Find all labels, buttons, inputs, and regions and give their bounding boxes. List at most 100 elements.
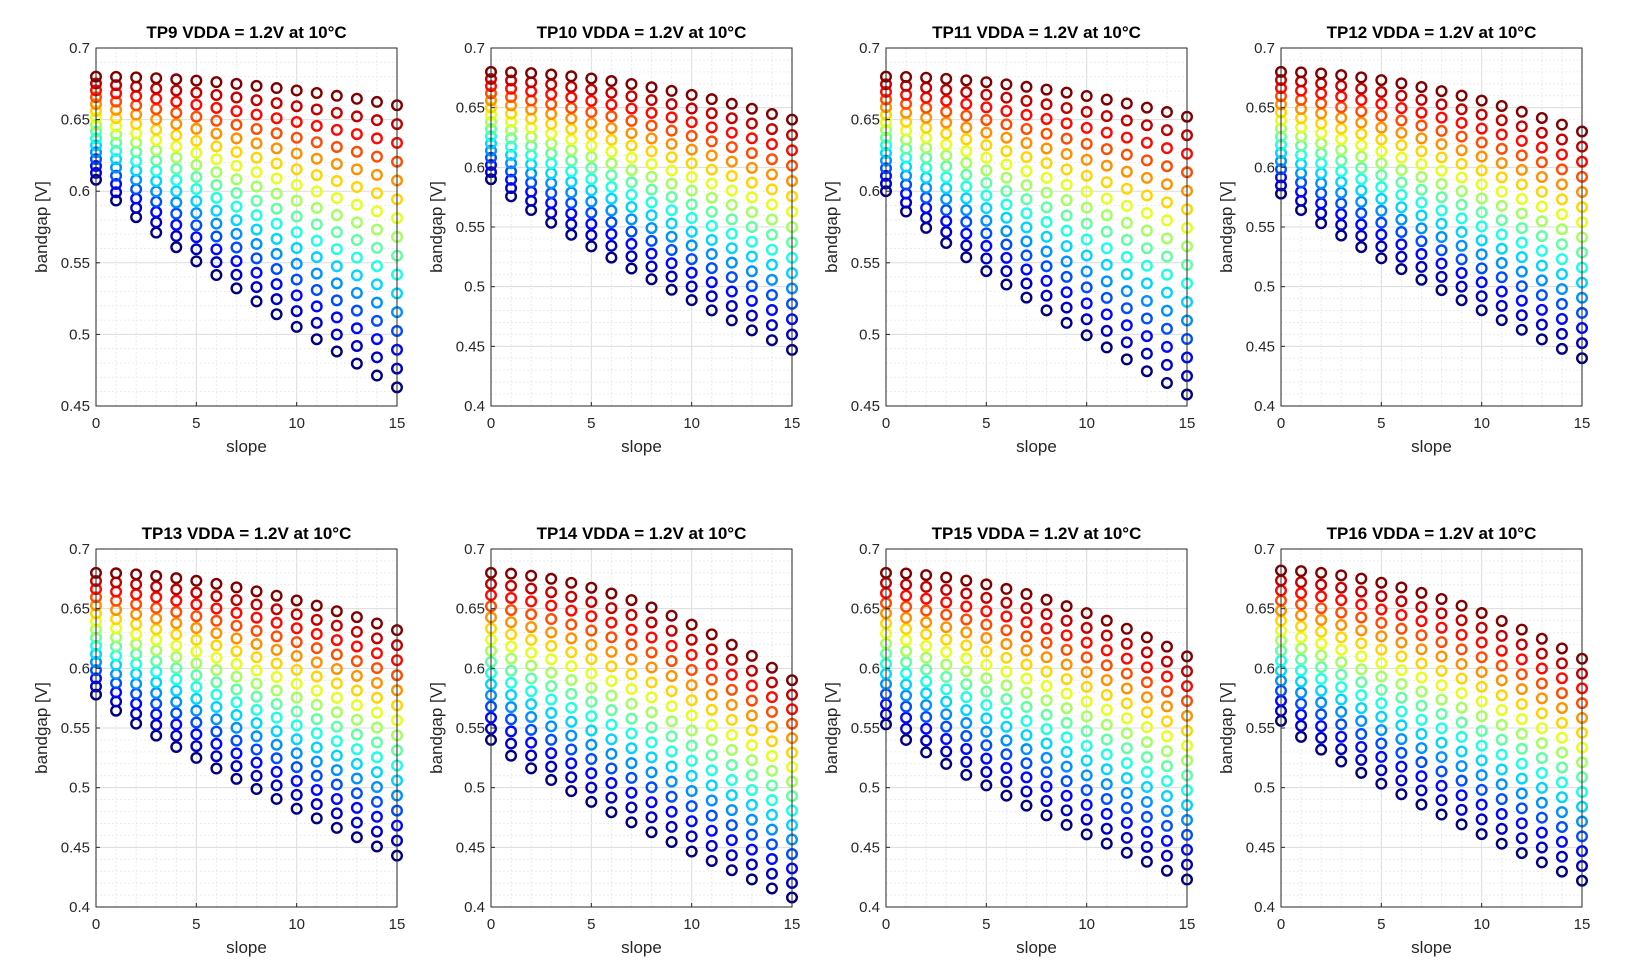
data-point <box>725 314 738 327</box>
data-point <box>1435 124 1448 137</box>
y-axis-label: bandgap [V] <box>32 682 51 774</box>
data-point <box>1335 705 1348 718</box>
data-point <box>705 749 718 762</box>
data-point <box>1535 318 1548 331</box>
y-tick-label: 0.5 <box>1254 279 1275 296</box>
data-point <box>1080 828 1093 841</box>
data-point <box>1080 233 1093 246</box>
data-point <box>1455 701 1468 714</box>
x-axis-label: slope <box>1411 938 1452 957</box>
data-point <box>1535 632 1548 645</box>
data-point <box>1000 265 1013 278</box>
y-tick-label: 0.5 <box>859 326 880 343</box>
data-point <box>1535 737 1548 750</box>
data-point <box>725 683 738 696</box>
data-point <box>980 645 993 658</box>
data-point <box>585 150 598 163</box>
data-point <box>270 82 283 95</box>
data-point <box>210 127 223 140</box>
data-point <box>940 105 953 118</box>
data-point <box>1515 757 1528 770</box>
data-point <box>685 212 698 225</box>
data-point <box>1395 213 1408 226</box>
data-point <box>1040 694 1053 707</box>
data-point <box>1475 739 1488 752</box>
data-point <box>210 256 223 269</box>
data-point <box>1100 143 1113 156</box>
data-point <box>1415 629 1428 642</box>
data-point <box>1375 737 1388 750</box>
data-point <box>250 94 263 107</box>
data-point <box>1355 689 1368 702</box>
data-point <box>725 141 738 154</box>
data-point <box>940 193 953 206</box>
data-point <box>290 622 303 635</box>
data-point <box>350 251 363 264</box>
data-point <box>920 580 933 593</box>
data-point <box>230 105 243 118</box>
data-point <box>1415 132 1428 145</box>
data-point <box>350 757 363 770</box>
data-point <box>1020 193 1033 206</box>
data-point <box>1140 119 1153 132</box>
data-point <box>1160 640 1173 653</box>
data-point <box>625 188 638 201</box>
data-point <box>645 273 658 286</box>
data-point <box>745 813 758 826</box>
data-point <box>1475 122 1488 135</box>
data-point <box>1020 94 1033 107</box>
data-point <box>290 226 303 239</box>
data-point <box>190 598 203 611</box>
data-point <box>1335 69 1348 82</box>
data-point <box>270 657 283 670</box>
data-point <box>1435 270 1448 283</box>
data-point <box>1375 576 1388 589</box>
data-point <box>745 769 758 782</box>
data-point <box>1415 145 1428 158</box>
data-point <box>310 316 323 329</box>
data-point <box>765 258 778 271</box>
data-point <box>210 179 223 192</box>
data-point <box>1335 755 1348 768</box>
y-tick-label: 0.7 <box>69 541 90 558</box>
data-point <box>625 250 638 263</box>
data-point <box>1315 625 1328 638</box>
data-point <box>1455 803 1468 816</box>
data-point <box>1120 165 1133 178</box>
data-point <box>310 656 323 669</box>
data-point <box>190 610 203 623</box>
data-point <box>665 230 678 243</box>
data-point <box>1160 834 1173 847</box>
data-point <box>1020 771 1033 784</box>
data-point <box>1455 280 1468 293</box>
data-point <box>290 305 303 318</box>
data-point <box>1555 148 1568 161</box>
data-point <box>1160 178 1173 191</box>
data-point <box>1060 270 1073 283</box>
data-point <box>1080 739 1093 752</box>
data-point <box>1555 791 1568 804</box>
data-point <box>1080 695 1093 708</box>
data-point <box>1140 810 1153 823</box>
data-point <box>210 762 223 775</box>
data-point <box>920 569 933 582</box>
data-point <box>170 185 183 198</box>
data-point <box>1375 616 1388 629</box>
data-point <box>350 198 363 211</box>
data-point <box>585 624 598 637</box>
data-point <box>1040 113 1053 126</box>
data-point <box>1000 198 1013 211</box>
data-point <box>960 251 973 264</box>
y-tick-label: 0.4 <box>859 899 880 916</box>
data-point <box>725 668 738 681</box>
data-point <box>1040 651 1053 664</box>
x-tick-label: 5 <box>982 415 990 432</box>
data-point <box>1475 636 1488 649</box>
data-point <box>1515 683 1528 696</box>
data-point <box>940 127 953 140</box>
data-point <box>705 673 718 686</box>
data-point <box>230 132 243 145</box>
data-point <box>725 713 738 726</box>
data-point <box>270 278 283 291</box>
